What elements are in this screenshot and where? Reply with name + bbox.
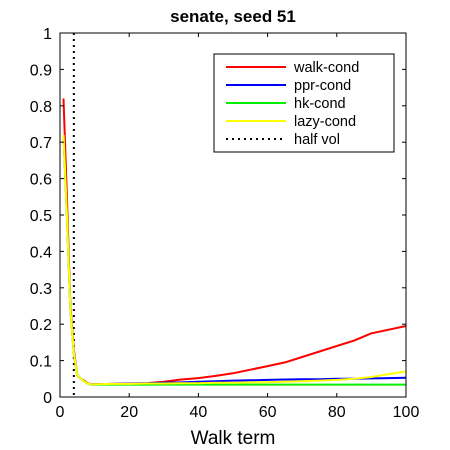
- y-tick-label: 0.8: [30, 99, 52, 116]
- legend: walk-cond ppr-cond hk-cond lazy-cond half vo…: [213, 53, 395, 153]
- legend-label-lazy-cond: lazy-cond: [294, 114, 356, 130]
- x-axis-label: Walk term: [191, 428, 276, 449]
- legend-label-hk-cond: hk-cond: [294, 96, 346, 112]
- y-tick-label: 0.9: [30, 62, 52, 79]
- axes: 0 20 40 60 80 100 0 0.1 0.2 0.3 0.4 0.5 0.6 0.7 0.8 0.9…: [30, 26, 420, 421]
- y-tick-label: 0.7: [30, 135, 52, 152]
- legend-label-walk-cond: walk-cond: [293, 60, 359, 76]
- y-tick-label: 1: [43, 26, 52, 43]
- x-tick-label: 40: [190, 404, 208, 421]
- legend-label-half-vol: half vol: [294, 132, 340, 148]
- x-tick-label: 60: [259, 404, 277, 421]
- legend-label-ppr-cond: ppr-cond: [294, 78, 351, 94]
- x-tick-label: 0: [56, 404, 65, 421]
- plot-area: [62, 33, 407, 397]
- series-line-hk-cond: [62, 134, 406, 386]
- series-line-lazy-cond: [62, 134, 407, 386]
- y-tick-label: 0.5: [30, 208, 52, 225]
- y-tick-label: 0.1: [30, 354, 52, 371]
- y-tick-label: 0.3: [30, 281, 52, 298]
- x-tick-label: 100: [393, 404, 420, 421]
- y-tick-label: 0.2: [30, 317, 52, 334]
- chart-title: senate, seed 51: [170, 7, 296, 26]
- series-line-ppr-cond: [62, 134, 407, 386]
- x-tick-label: 80: [328, 404, 346, 421]
- y-tick-label: 0.4: [30, 244, 52, 261]
- y-tick-label: 0.6: [30, 172, 52, 189]
- y-tick-label: 0: [43, 390, 52, 407]
- x-tick-label: 20: [120, 404, 138, 421]
